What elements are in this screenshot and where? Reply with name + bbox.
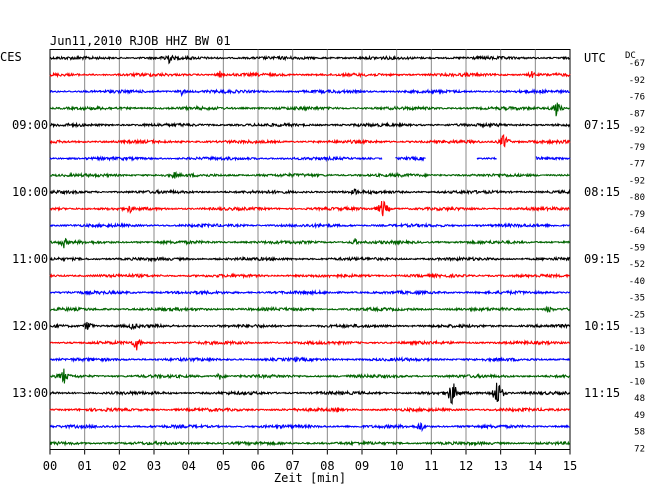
dc-offset-label: -64 <box>629 227 645 237</box>
trace-3 <box>49 102 571 117</box>
trace-2 <box>49 88 571 98</box>
dc-offset-label: -35 <box>629 294 645 304</box>
dc-offset-label: -59 <box>629 243 645 253</box>
trace-16 <box>49 321 571 331</box>
right-time-label: 07:15 <box>584 118 620 132</box>
right-time-label: UTC <box>584 51 606 65</box>
dc-offset-label: -92 <box>629 126 645 136</box>
trace-14 <box>49 289 571 297</box>
x-tick-label: 10 <box>389 459 403 473</box>
x-tick-label: 11 <box>424 459 438 473</box>
x-tick-label: 07 <box>285 459 299 473</box>
dc-offset-label: -10 <box>629 344 645 354</box>
label-layer: Jun11,2010 RJOB HHZ BW 01 CES DC Zeit [m… <box>0 34 645 485</box>
dc-offset-label: -67 <box>629 59 645 69</box>
right-time-label: 09:15 <box>584 252 620 266</box>
dc-offset-label: -79 <box>629 210 645 220</box>
dc-column-label: DC <box>625 51 636 61</box>
left-time-label: 09:00 <box>12 118 48 132</box>
plot-frame <box>49 49 571 450</box>
dc-offset-label: -77 <box>629 160 645 170</box>
x-tick-label: 14 <box>528 459 542 473</box>
trace-8 <box>49 188 571 196</box>
x-tick-label: 04 <box>181 459 195 473</box>
left-time-label: 12:00 <box>12 319 48 333</box>
x-tick-label: 06 <box>251 459 265 473</box>
x-tick-label: 15 <box>563 459 577 473</box>
x-tick-label: 01 <box>77 459 91 473</box>
trace-7 <box>49 171 571 180</box>
trace-17 <box>49 338 571 351</box>
trace-19 <box>49 368 571 384</box>
trace-22 <box>50 421 571 433</box>
x-tick-label: 02 <box>112 459 126 473</box>
left-time-label: 11:00 <box>12 252 48 266</box>
x-tick-label: 12 <box>459 459 473 473</box>
right-time-label: 10:15 <box>584 319 620 333</box>
dc-offset-label: 15 <box>634 361 645 371</box>
chart-title: Jun11,2010 RJOB HHZ BW 01 <box>50 34 231 48</box>
dc-offset-label: -13 <box>629 327 645 337</box>
dc-offset-label: -79 <box>629 143 645 153</box>
trace-10 <box>49 221 570 230</box>
trace-layer <box>49 54 571 447</box>
dc-offset-label: 58 <box>634 428 645 438</box>
dc-offset-label: 48 <box>634 394 645 404</box>
dc-offset-label: -80 <box>629 193 645 203</box>
trace-23 <box>49 439 571 447</box>
trace-4 <box>49 121 571 129</box>
left-timezone-label: CES <box>0 50 22 64</box>
trace-6 <box>49 155 571 163</box>
trace-20 <box>49 382 571 406</box>
dc-offset-label: -25 <box>629 310 645 320</box>
trace-11 <box>49 237 571 249</box>
x-axis-label: Zeit [min] <box>274 471 346 485</box>
trace-5 <box>50 133 571 148</box>
dc-offset-label: -40 <box>629 277 645 287</box>
dc-offset-label: 49 <box>634 411 645 421</box>
x-tick-label: 13 <box>493 459 507 473</box>
trace-9 <box>49 200 571 217</box>
grid-layer <box>49 49 571 455</box>
x-tick-label: 00 <box>43 459 57 473</box>
x-tick-label: 08 <box>320 459 334 473</box>
left-time-label: 10:00 <box>12 185 48 199</box>
dc-offset-label: -92 <box>629 76 645 86</box>
trace-21 <box>49 406 571 413</box>
x-tick-label: 03 <box>147 459 161 473</box>
trace-18 <box>49 356 571 363</box>
trace-1 <box>49 70 571 79</box>
right-time-label: 08:15 <box>584 185 620 199</box>
trace-15 <box>49 305 571 314</box>
dc-offset-label: -52 <box>629 260 645 270</box>
right-time-label: 11:15 <box>584 386 620 400</box>
trace-12 <box>49 255 571 263</box>
dc-offset-label: 72 <box>634 444 645 454</box>
x-tick-label: 05 <box>216 459 230 473</box>
left-time-label: 13:00 <box>12 386 48 400</box>
dc-offset-label: -87 <box>629 109 645 119</box>
trace-13 <box>49 272 571 280</box>
dc-offset-label: -92 <box>629 176 645 186</box>
dc-offset-label: -76 <box>629 93 645 103</box>
x-tick-label: 09 <box>355 459 369 473</box>
dc-offset-label: -10 <box>629 377 645 387</box>
trace-0 <box>49 54 571 65</box>
